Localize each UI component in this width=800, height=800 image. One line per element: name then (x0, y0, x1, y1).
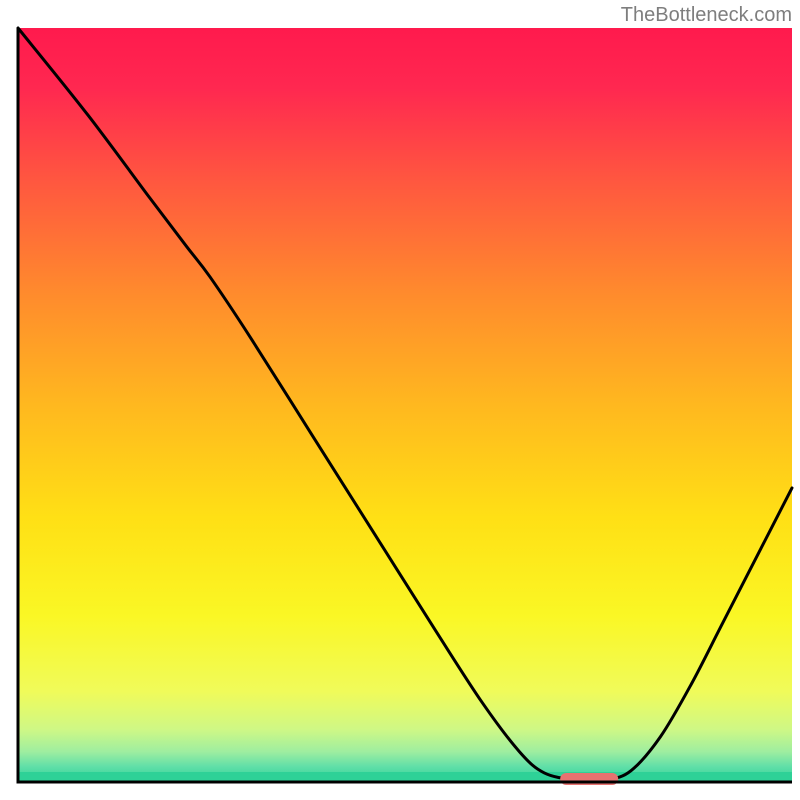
watermark-text: TheBottleneck.com (621, 4, 792, 27)
gradient-background (18, 28, 792, 782)
chart-svg (0, 0, 800, 800)
bottleneck-chart: TheBottleneck.com (0, 0, 800, 800)
